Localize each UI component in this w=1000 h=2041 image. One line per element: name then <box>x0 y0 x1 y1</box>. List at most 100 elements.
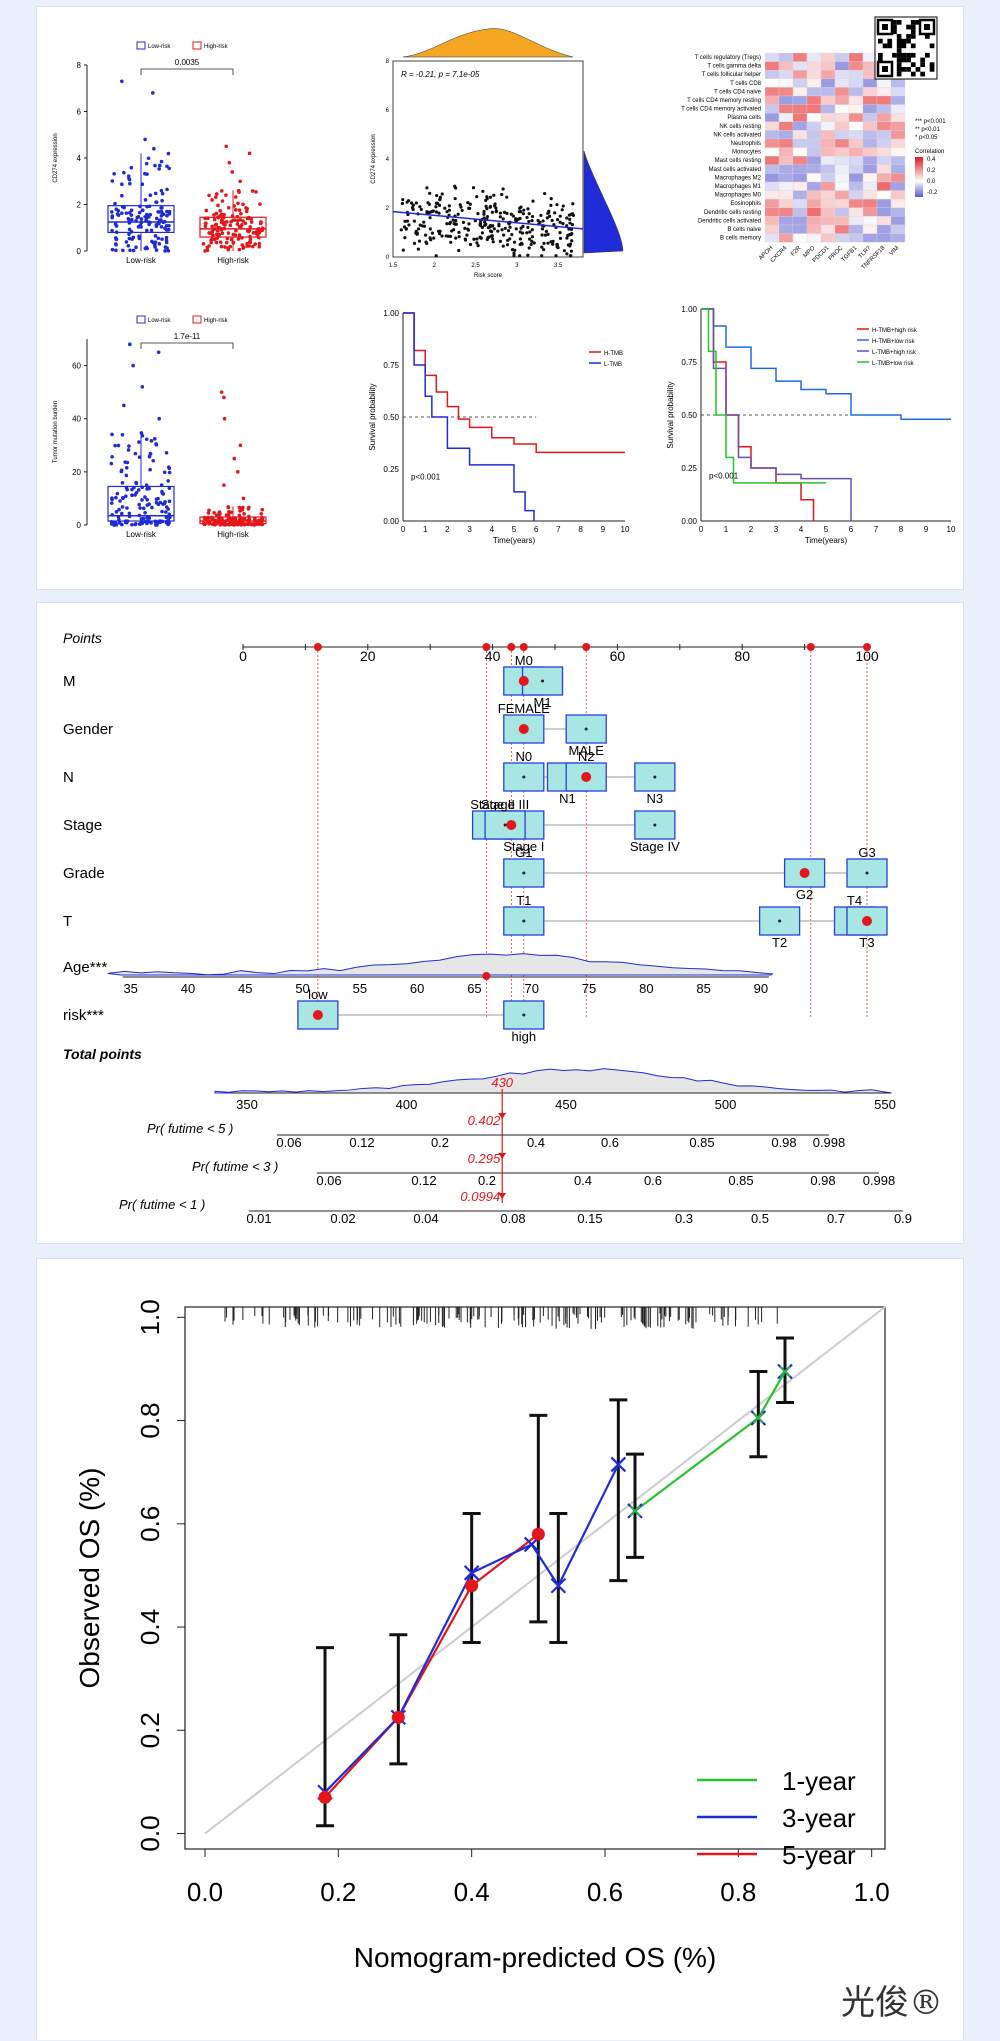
data-point <box>252 516 257 521</box>
heatmap-cell <box>890 233 906 243</box>
outlier-point <box>157 416 162 421</box>
data-point <box>137 455 142 459</box>
scatter-point <box>453 222 457 226</box>
outlier-point <box>143 137 147 142</box>
scatter-point <box>481 189 485 193</box>
y-tick-label: 2 <box>386 206 390 212</box>
scatter-point <box>498 239 502 243</box>
scatter-point <box>553 211 557 215</box>
heatmap-cell <box>862 78 878 88</box>
scatter-point <box>458 203 462 207</box>
qr-module <box>901 67 907 72</box>
data-point <box>109 461 114 466</box>
y-tick-label: 0.25 <box>681 464 697 473</box>
heatmap-cell <box>876 216 892 226</box>
heatmap-cell <box>778 95 794 105</box>
heatmap-cell <box>848 70 864 79</box>
figure-panel-nomogram: Points 0 20 40 60 80 100 M M0 M1 Gender FEMALE MALE N… <box>36 602 964 1244</box>
scatter-point <box>459 205 463 209</box>
qr-module <box>896 71 902 77</box>
data-point <box>219 220 224 225</box>
scatter-point <box>527 212 531 216</box>
calibration-line <box>530 1543 560 1587</box>
level-label: Stage II <box>470 797 515 812</box>
scatter-point <box>570 232 574 236</box>
heatmap-cell <box>764 121 780 131</box>
x-tick-label: 9 <box>601 525 606 534</box>
data-point <box>166 151 171 156</box>
y-tick-label: 20 <box>72 468 81 477</box>
data-point <box>238 509 242 513</box>
heatmap-cell <box>834 61 850 71</box>
data-point <box>143 495 147 499</box>
scatter-point <box>435 193 439 198</box>
data-point <box>218 240 223 244</box>
scatter-point <box>514 217 518 221</box>
qr-module <box>892 29 897 35</box>
heatmap-cell <box>834 181 850 191</box>
probability-tick-label: 0.04 <box>413 1211 438 1226</box>
scatter-point <box>403 236 407 240</box>
scatter-point <box>550 218 554 223</box>
scatter-point <box>454 186 458 190</box>
calibration-line <box>324 1716 400 1793</box>
data-point <box>159 159 164 164</box>
data-point <box>149 228 154 233</box>
survival-curve <box>701 308 951 420</box>
scatter-point <box>416 227 421 231</box>
scatter-point <box>505 243 510 247</box>
qr-module <box>929 43 935 49</box>
qr-module <box>896 57 902 63</box>
data-point <box>110 432 114 437</box>
data-point <box>253 242 258 246</box>
y-tick-label: 0.0 <box>135 1815 165 1851</box>
heatmap-col-label: TGFB1 <box>840 245 858 263</box>
heatmap-cell <box>890 95 906 105</box>
heatmap-col-label: VIM <box>889 245 901 257</box>
data-point <box>241 202 245 207</box>
data-point <box>154 216 159 221</box>
heatmap-cell <box>764 78 780 88</box>
age-tick-label: 75 <box>582 981 596 996</box>
scatter-point <box>484 198 488 203</box>
heatmap-row-label: Mast cells resting <box>715 158 761 164</box>
x-tick-label: 0.8 <box>720 1877 756 1907</box>
heatmap-cell <box>848 156 864 165</box>
heatmap-cell <box>876 121 892 131</box>
qr-module <box>896 43 902 49</box>
heatmap-cell <box>890 104 906 114</box>
heatmap-cell <box>876 104 892 114</box>
scatter-point <box>570 222 575 227</box>
colorbar-tick: -0.2 <box>927 190 938 196</box>
outlier-point <box>238 179 242 184</box>
data-point <box>162 470 167 475</box>
y-tick-label: 4 <box>77 154 82 163</box>
data-point <box>113 201 117 206</box>
colorbar-tick: 0.2 <box>927 168 936 174</box>
level-dot <box>653 823 657 827</box>
level-label: MALE <box>568 743 604 758</box>
probability-tick-label: 0.5 <box>751 1211 769 1226</box>
calibration-point-dot <box>391 1710 405 1724</box>
heatmap-cell <box>806 233 822 243</box>
level-label: N1 <box>559 791 576 806</box>
heatmap-cell <box>820 181 836 191</box>
points-tick-label: 40 <box>485 648 501 664</box>
data-point <box>154 200 158 204</box>
heatmap-cell <box>848 190 864 200</box>
data-point <box>134 245 138 250</box>
age-tick-label: 80 <box>639 981 653 996</box>
data-point <box>117 517 121 522</box>
scatter-point <box>549 240 553 244</box>
scatter-point <box>518 206 522 210</box>
heatmap-cell <box>820 130 836 140</box>
scatter-point <box>494 206 498 210</box>
probability-tick-label: 0.998 <box>863 1173 896 1188</box>
data-point <box>157 163 162 168</box>
data-point <box>127 217 131 222</box>
heatmap-cell <box>862 224 878 234</box>
scatter-point <box>502 210 507 214</box>
scatter-point <box>484 204 488 208</box>
scatter-point <box>425 210 429 214</box>
heatmap-cell <box>876 113 892 122</box>
